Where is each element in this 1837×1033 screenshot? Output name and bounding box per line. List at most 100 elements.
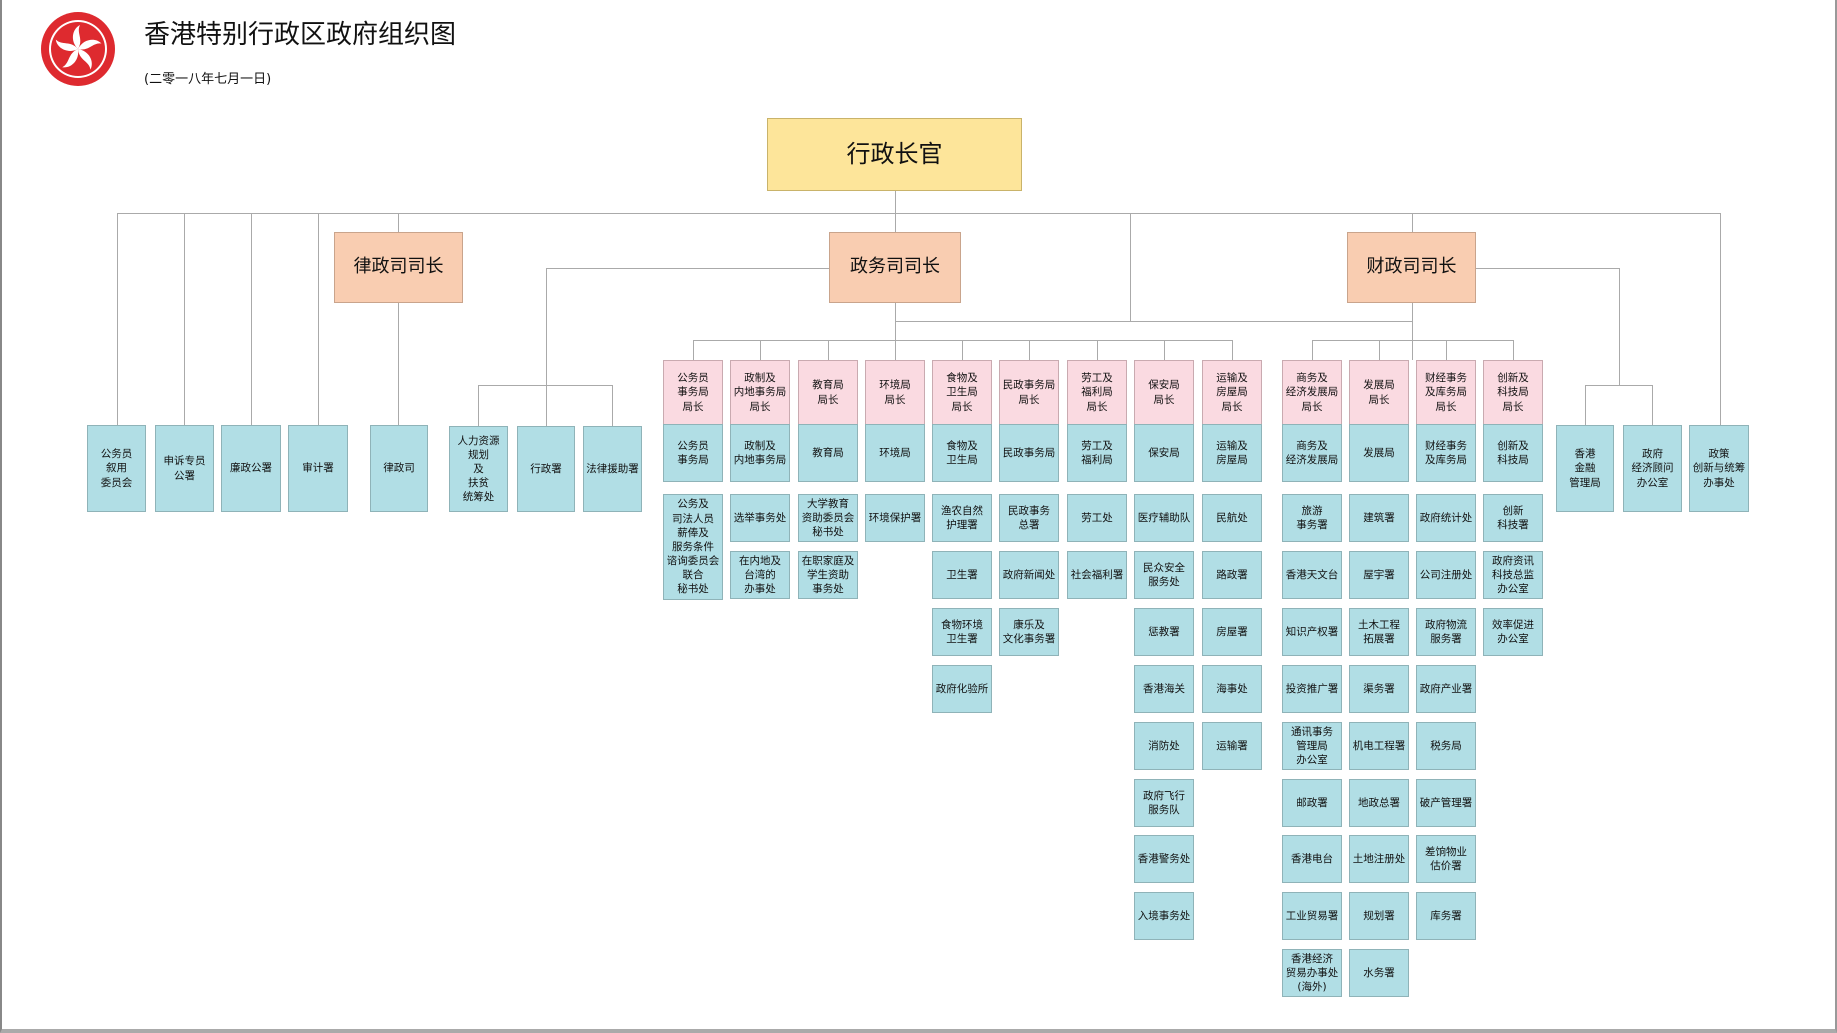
department-box: 民航处 bbox=[1202, 494, 1262, 542]
department-box: 土木工程 拓展署 bbox=[1349, 608, 1409, 656]
department-box: 政府飞行 服务队 bbox=[1134, 779, 1194, 827]
department-box: 投资推广署 bbox=[1282, 665, 1342, 713]
department-box: 土地注册处 bbox=[1349, 835, 1409, 883]
connector-line bbox=[828, 340, 829, 360]
bureau-head-box: 运输及 房屋局 局长 bbox=[1202, 360, 1262, 424]
department-box: 破产管理署 bbox=[1416, 779, 1476, 827]
department-box: 政府新闻处 bbox=[999, 551, 1059, 599]
department-box: 邮政署 bbox=[1282, 779, 1342, 827]
department-box: 库务署 bbox=[1416, 892, 1476, 940]
department-box: 大学教育 资助委员会 秘书处 bbox=[798, 494, 858, 542]
connector-line bbox=[478, 385, 479, 426]
department-box: 创新 科技署 bbox=[1483, 494, 1543, 542]
bureau-head-box: 保安局 局长 bbox=[1134, 360, 1194, 424]
bureau-head-box: 政制及 内地事务局 局长 bbox=[730, 360, 790, 424]
bureau-box: 教育局 bbox=[798, 424, 858, 482]
bureau-box: 创新及 科技局 bbox=[1483, 424, 1543, 482]
ce-direct-unit: 公务员 叙用 委员会 bbox=[87, 425, 146, 512]
department-box: 劳工处 bbox=[1067, 494, 1127, 542]
bureau-head-box: 民政事务局 局长 bbox=[999, 360, 1059, 424]
department-box: 通讯事务 管理局 办公室 bbox=[1282, 722, 1342, 770]
connector-line bbox=[318, 213, 319, 425]
connector-line bbox=[895, 303, 896, 360]
fs-direct-unit: 政府 经济顾问 办公室 bbox=[1623, 425, 1682, 512]
department-box: 旅游 事务署 bbox=[1282, 494, 1342, 542]
department-box: 香港海关 bbox=[1134, 665, 1194, 713]
bureau-head-box: 发展局 局长 bbox=[1349, 360, 1409, 424]
bureau-head-box: 教育局 局长 bbox=[798, 360, 858, 424]
department-box: 路政署 bbox=[1202, 551, 1262, 599]
bureau-box: 公务员 事务局 bbox=[663, 424, 723, 482]
connector-line bbox=[117, 213, 118, 425]
chief-executive-box: 行政长官 bbox=[767, 118, 1022, 191]
ce-direct-unit: 申诉专员 公署 bbox=[155, 425, 214, 512]
department-box: 政府物流 服务署 bbox=[1416, 608, 1476, 656]
connector-line bbox=[1232, 340, 1233, 360]
connector-line bbox=[398, 303, 399, 425]
department-box: 工业贸易署 bbox=[1282, 892, 1342, 940]
bureau-box: 发展局 bbox=[1349, 424, 1409, 482]
cs-direct-unit: 行政署 bbox=[517, 426, 575, 512]
bureau-head-box: 劳工及 福利局 局长 bbox=[1067, 360, 1127, 424]
department-box: 渔农自然 护理署 bbox=[932, 494, 992, 542]
connector-line bbox=[1412, 303, 1413, 360]
ce-direct-unit: 审计署 bbox=[288, 425, 348, 512]
connector-line bbox=[1130, 213, 1131, 321]
connector-line bbox=[760, 340, 761, 360]
department-of-justice-box: 律政司 bbox=[370, 425, 428, 512]
bureau-box: 运输及 房屋局 bbox=[1202, 424, 1262, 482]
bureau-head-box: 环境局 局长 bbox=[865, 360, 925, 424]
chart-date: (二零一八年七月一日) bbox=[144, 72, 272, 87]
ce-direct-unit-policy-office: 政策 创新与统筹 办事处 bbox=[1689, 425, 1749, 512]
connector-line bbox=[1097, 340, 1098, 360]
ce-direct-unit: 廉政公署 bbox=[221, 425, 281, 512]
bureau-box: 环境局 bbox=[865, 424, 925, 482]
bureau-box: 食物及 卫生局 bbox=[932, 424, 992, 482]
connector-line bbox=[693, 340, 1233, 341]
department-box: 入境事务处 bbox=[1134, 892, 1194, 940]
department-box: 惩教署 bbox=[1134, 608, 1194, 656]
department-box: 香港经济 贸易办事处 (海外) bbox=[1282, 949, 1342, 997]
connector-line bbox=[1412, 213, 1413, 232]
secretary-for-justice-box: 律政司司长 bbox=[334, 232, 463, 303]
connector-line bbox=[184, 213, 185, 425]
connector-line bbox=[1379, 340, 1380, 360]
department-box: 在职家庭及 学生资助 事务处 bbox=[798, 551, 858, 599]
connector-line bbox=[251, 213, 252, 425]
department-box: 规划署 bbox=[1349, 892, 1409, 940]
bureau-box: 商务及 经济发展局 bbox=[1282, 424, 1342, 482]
chief-secretary-box: 政务司司长 bbox=[829, 232, 961, 303]
connector-line bbox=[962, 340, 963, 360]
bureau-box: 政制及 内地事务局 bbox=[730, 424, 790, 482]
department-box: 食物环境 卫生署 bbox=[932, 608, 992, 656]
bureau-head-box: 商务及 经济发展局 局长 bbox=[1282, 360, 1342, 424]
connector-line bbox=[1029, 340, 1030, 360]
connector-line bbox=[612, 385, 613, 426]
department-box: 政府统计处 bbox=[1416, 494, 1476, 542]
bureau-head-box: 财经事务 及库务局 局长 bbox=[1416, 360, 1476, 424]
bureau-box: 劳工及 福利局 bbox=[1067, 424, 1127, 482]
department-box: 在内地及 台湾的 办事处 bbox=[730, 551, 790, 599]
connector-line bbox=[895, 191, 896, 232]
bureau-box: 保安局 bbox=[1134, 424, 1194, 482]
connector-line bbox=[398, 213, 399, 232]
connector-line bbox=[895, 340, 896, 360]
fs-direct-unit: 香港 金融 管理局 bbox=[1556, 425, 1614, 512]
department-box: 医疗辅助队 bbox=[1134, 494, 1194, 542]
department-box: 香港天文台 bbox=[1282, 551, 1342, 599]
bureau-head-box: 创新及 科技局 局长 bbox=[1483, 360, 1543, 424]
bureau-head-box: 食物及 卫生局 局长 bbox=[932, 360, 992, 424]
connector-line bbox=[1652, 385, 1653, 425]
department-box: 运输署 bbox=[1202, 722, 1262, 770]
department-box: 房屋署 bbox=[1202, 608, 1262, 656]
connector-line bbox=[1164, 340, 1165, 360]
connector-line bbox=[1446, 340, 1447, 360]
department-box: 香港电台 bbox=[1282, 835, 1342, 883]
connector-line bbox=[1312, 340, 1313, 360]
connector-line bbox=[895, 321, 1413, 322]
department-box: 公司注册处 bbox=[1416, 551, 1476, 599]
connector-line bbox=[1312, 340, 1514, 341]
hong-kong-emblem-logo bbox=[41, 12, 115, 86]
department-box: 政府化验所 bbox=[932, 665, 992, 713]
